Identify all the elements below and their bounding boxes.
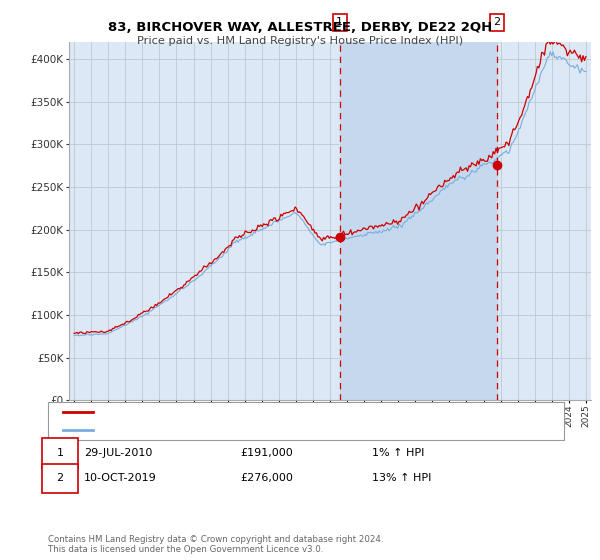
Text: Price paid vs. HM Land Registry's House Price Index (HPI): Price paid vs. HM Land Registry's House …: [137, 36, 463, 46]
Text: HPI: Average price, detached house, City of Derby: HPI: Average price, detached house, City…: [100, 425, 350, 435]
Text: 13% ↑ HPI: 13% ↑ HPI: [372, 473, 431, 483]
Text: 29-JUL-2010: 29-JUL-2010: [84, 448, 152, 458]
Text: 1% ↑ HPI: 1% ↑ HPI: [372, 448, 424, 458]
Text: 1: 1: [336, 17, 343, 27]
Text: 10-OCT-2019: 10-OCT-2019: [84, 473, 157, 483]
Text: £276,000: £276,000: [240, 473, 293, 483]
Text: 1: 1: [56, 448, 64, 458]
Text: 2: 2: [493, 17, 500, 27]
Text: £191,000: £191,000: [240, 448, 293, 458]
Text: 2: 2: [56, 473, 64, 483]
Text: 83, BIRCHOVER WAY, ALLESTREE, DERBY, DE22 2QH (detached house): 83, BIRCHOVER WAY, ALLESTREE, DERBY, DE2…: [100, 407, 452, 417]
Text: 83, BIRCHOVER WAY, ALLESTREE, DERBY, DE22 2QH: 83, BIRCHOVER WAY, ALLESTREE, DERBY, DE2…: [108, 21, 492, 34]
Text: Contains HM Land Registry data © Crown copyright and database right 2024.
This d: Contains HM Land Registry data © Crown c…: [48, 535, 383, 554]
Bar: [340, 42, 497, 400]
